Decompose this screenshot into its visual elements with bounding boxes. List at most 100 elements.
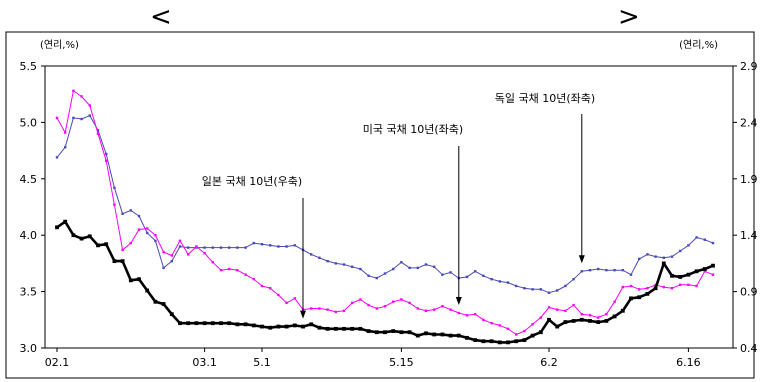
data-point-germany [187,246,190,249]
data-point-japan [169,312,174,317]
data-point-germany [531,288,534,291]
data-point-us [146,227,149,230]
data-point-japan [79,236,84,241]
data-point-us [228,267,231,271]
data-point-us [400,298,403,301]
data-point-japan [178,321,182,326]
left-y-tick-label: 5.5 [20,60,38,73]
data-point-us [695,284,698,288]
data-point-germany [580,270,583,273]
data-point-japan [333,326,338,331]
data-point-japan [251,323,256,328]
data-point-germany [211,246,214,249]
data-point-us [383,305,387,308]
data-point-germany [605,268,608,272]
data-point-us [162,250,165,254]
data-point-germany [654,255,657,258]
data-point-us [293,297,296,300]
data-point-germany [178,245,182,248]
data-point-japan [612,314,617,319]
data-point-japan [661,261,666,266]
data-point-us [711,273,715,276]
data-point-us [137,228,141,231]
data-point-germany [269,244,272,247]
data-point-germany [219,246,223,249]
data-point-japan [260,324,264,329]
x-tick-label: 6.16 [676,356,701,369]
data-point-germany [490,277,493,281]
data-point-us [187,253,190,256]
data-point-us [252,277,255,281]
data-point-japan [711,263,715,268]
data-point-japan [145,288,150,293]
data-point-japan [128,278,133,283]
data-point-us [211,261,214,264]
data-point-germany [236,246,239,249]
x-tick-label: 5.15 [389,356,414,369]
data-point-us [359,298,362,301]
data-point-us [613,300,616,303]
data-point-us [498,324,501,327]
data-point-japan [514,339,519,344]
data-point-us [662,285,665,289]
data-point-japan [456,333,461,338]
data-point-japan [596,320,601,324]
data-point-japan [702,267,707,271]
data-point-germany [88,114,91,117]
data-point-germany [359,267,362,271]
data-point-germany [72,116,75,120]
title-left-bracket: < [150,2,172,32]
data-point-germany [588,268,592,272]
data-point-germany [408,266,411,270]
data-point-japan [481,339,486,344]
data-point-us [482,318,485,321]
data-point-japan [579,317,584,322]
data-point-japan [588,319,592,323]
data-point-germany [441,273,444,276]
data-point-us [129,241,132,245]
data-point-us [441,305,444,308]
data-point-germany [326,259,329,263]
right-y-tick-label: 0.4 [740,342,758,355]
data-point-us [588,314,592,317]
data-point-germany [646,253,649,256]
data-point-japan [686,272,691,277]
data-point-japan [571,319,576,323]
left-y-tick-label: 4.0 [20,229,38,242]
data-point-us [88,104,91,107]
data-point-germany [162,266,165,270]
data-point-us [64,131,67,134]
plot-area [44,65,734,349]
data-point-us [80,95,83,98]
data-point-us [318,307,321,310]
data-point-germany [572,277,575,281]
data-point-japan [391,329,396,333]
data-point-germany [638,257,641,261]
data-point-japan [55,225,59,230]
data-point-us [597,316,600,319]
data-point-germany [318,256,321,259]
data-point-us [170,254,173,257]
data-point-germany [498,280,501,283]
left-y-tick-label: 3.0 [20,342,38,355]
data-point-us [236,268,239,272]
right-axis-unit: (연리,%) [679,39,718,51]
data-point-japan [161,302,166,306]
data-point-germany [260,243,264,246]
data-point-japan [87,234,92,239]
data-point-germany [383,272,387,275]
data-point-us [547,306,551,309]
data-point-germany [96,129,100,132]
data-point-germany [367,274,370,278]
data-point-germany [170,259,173,263]
data-point-germany [465,275,469,279]
data-point-us [392,300,395,303]
data-point-us [564,309,567,312]
data-point-germany [105,152,108,156]
data-point-japan [292,323,297,328]
data-point-us [105,159,108,162]
data-point-japan [670,273,674,278]
data-point-us [670,287,674,290]
data-point-japan [63,219,68,224]
annotation-arrowhead-japan [300,310,306,319]
